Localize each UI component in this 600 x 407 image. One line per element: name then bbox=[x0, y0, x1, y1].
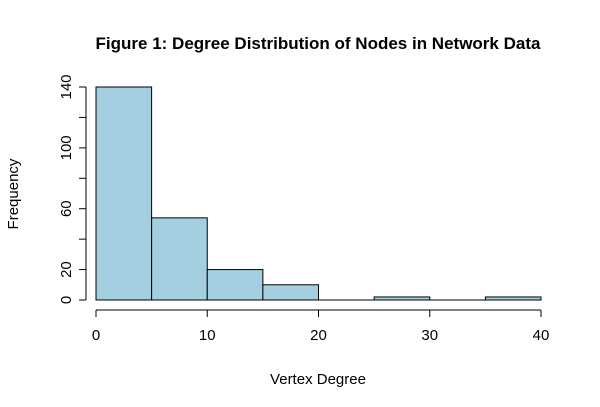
y-tick-label: 0 bbox=[58, 296, 75, 304]
x-axis-label: Vertex Degree bbox=[270, 371, 366, 388]
histogram-bar bbox=[484, 296, 542, 301]
x-tick-label: 0 bbox=[92, 327, 100, 344]
histogram-bar bbox=[151, 217, 208, 301]
y-tick-label: 60 bbox=[58, 200, 75, 217]
x-axis: 0 10 20 30 40 bbox=[92, 309, 550, 344]
y-tick-label: 20 bbox=[58, 261, 75, 278]
chart-title: Figure 1: Degree Distribution of Nodes i… bbox=[96, 34, 541, 53]
y-tick-label: 100 bbox=[58, 135, 75, 160]
histogram-bar bbox=[206, 269, 264, 301]
x-tick-label: 20 bbox=[310, 327, 327, 344]
x-tick-label: 30 bbox=[421, 327, 438, 344]
y-axis: 0 20 60 100 140 bbox=[58, 74, 87, 304]
x-tick-label: 10 bbox=[199, 327, 216, 344]
histogram-bar bbox=[95, 86, 153, 301]
y-axis-label: Frequency bbox=[5, 158, 22, 229]
y-tick-label: 140 bbox=[58, 74, 75, 99]
x-tick-label: 40 bbox=[533, 327, 550, 344]
bars-group bbox=[95, 86, 542, 301]
histogram-bar bbox=[262, 284, 319, 301]
histogram-bar bbox=[373, 296, 431, 301]
